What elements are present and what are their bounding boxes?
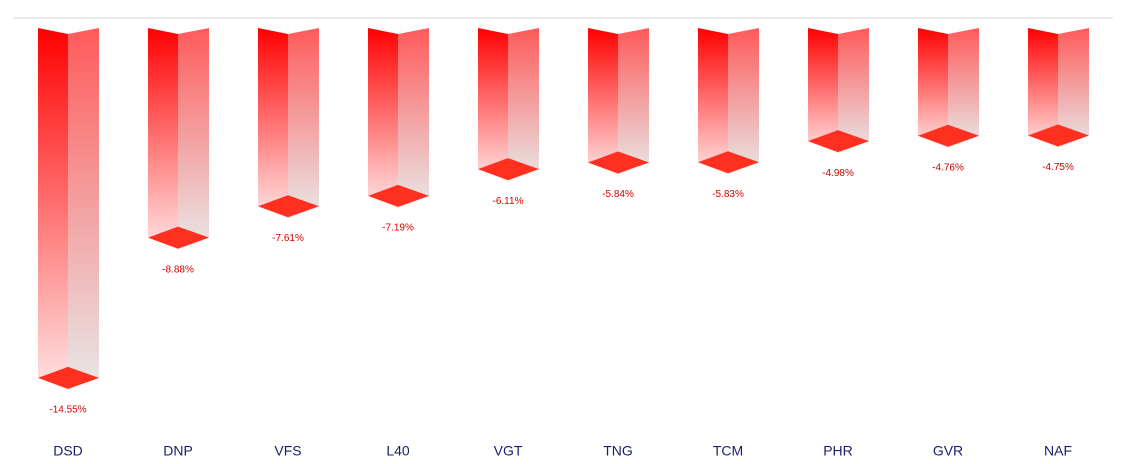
x-tick-label: TNG xyxy=(603,443,633,459)
bar-front xyxy=(148,28,178,250)
bar-side xyxy=(1058,28,1089,148)
x-tick-label: DSD xyxy=(53,443,83,459)
value-label: -7.61% xyxy=(272,233,304,244)
bar-front xyxy=(1028,28,1058,148)
bar-side xyxy=(618,28,649,175)
bar-bottom xyxy=(918,124,979,147)
x-tick-label: DNP xyxy=(163,443,193,459)
x-tick-label: NAF xyxy=(1044,443,1072,459)
bar-side xyxy=(838,28,869,154)
bar-side xyxy=(728,28,759,175)
bar-bottom xyxy=(148,226,209,249)
bar-side xyxy=(398,28,429,208)
x-tick-label: GVR xyxy=(933,443,963,459)
bar-bottom xyxy=(478,158,539,181)
value-label: -4.76% xyxy=(932,162,964,173)
bar-front xyxy=(588,28,618,175)
x-tick-label: VFS xyxy=(274,443,301,459)
value-label: -5.84% xyxy=(602,189,634,200)
bar-bottom xyxy=(1028,124,1089,147)
bar-side xyxy=(178,28,209,250)
bar-bottom xyxy=(808,130,869,153)
bar-front xyxy=(38,28,68,390)
bar-front xyxy=(808,28,838,154)
x-tick-label: VGT xyxy=(494,443,523,459)
bar-bottom xyxy=(588,151,649,174)
bar-bottom xyxy=(38,366,99,389)
x-tick-label: PHR xyxy=(823,443,853,459)
bar-front xyxy=(918,28,948,148)
value-label: -14.55% xyxy=(49,405,86,416)
bar-side xyxy=(288,28,319,219)
value-label: -7.19% xyxy=(382,222,414,233)
value-label: -4.75% xyxy=(1042,162,1074,173)
x-tick-label: L40 xyxy=(386,443,410,459)
bar-bottom xyxy=(698,151,759,174)
bar-front xyxy=(698,28,728,175)
bar-front xyxy=(368,28,398,208)
x-tick-label: TCM xyxy=(713,443,743,459)
bar-front xyxy=(258,28,288,219)
bar-side xyxy=(508,28,539,182)
value-label: -6.11% xyxy=(493,196,524,207)
bar-side xyxy=(948,28,979,148)
value-label: -5.83% xyxy=(712,189,744,200)
bar-bottom xyxy=(368,184,429,207)
value-label: -8.88% xyxy=(162,264,194,275)
value-label: -4.98% xyxy=(822,168,854,179)
bar-bottom xyxy=(258,195,319,218)
bar-side xyxy=(68,28,99,390)
bar-front xyxy=(478,28,508,182)
